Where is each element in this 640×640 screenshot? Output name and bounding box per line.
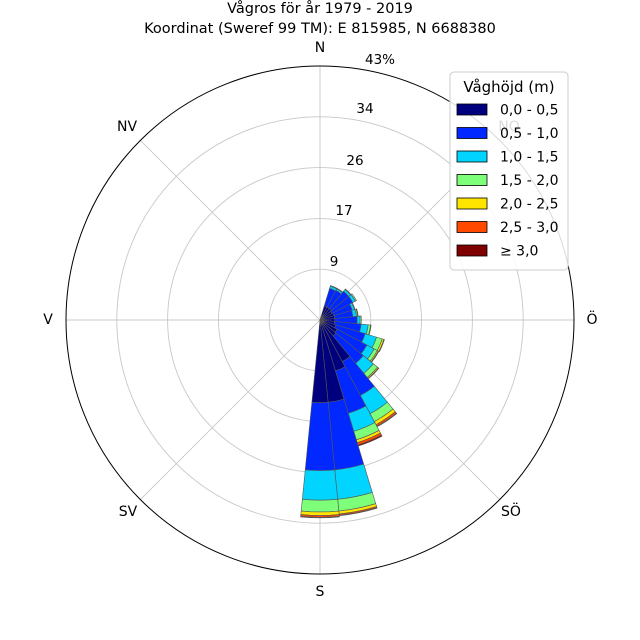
legend-swatch-3 (456, 174, 488, 186)
direction-label-sv: SV (119, 504, 138, 520)
legend-label-6: ≥ 3,0 (500, 244, 538, 260)
legend-swatch-5 (456, 221, 488, 233)
legend-label-3: 1,5 - 2,0 (500, 173, 558, 189)
grid-spoke-6 (140, 319, 321, 500)
ring-label-17: 17 (335, 203, 352, 219)
direction-label-n: N (315, 40, 325, 56)
direction-label-o: Ö (586, 310, 597, 328)
ring-label-26: 26 (346, 153, 363, 169)
direction-label-nv: NV (117, 119, 137, 135)
direction-label-so: SÖ (501, 502, 521, 520)
ring-label-9: 9 (330, 254, 339, 270)
direction-label-s: S (316, 584, 325, 600)
chart-title: Vågros för år 1979 - 2019 (227, 0, 413, 17)
ring-label-43: 43% (365, 52, 395, 68)
legend-swatch-2 (456, 150, 488, 163)
chart-subtitle: Koordinat (Sweref 99 TM): E 815985, N 66… (144, 21, 496, 37)
bar-sector-6-bin-2 (356, 315, 361, 325)
ring-label-34: 34 (356, 101, 373, 117)
legend-swatch-0 (456, 103, 488, 116)
bar-sector-3-bin-3 (350, 293, 357, 302)
direction-label-v: V (43, 312, 53, 328)
legend-label-5: 2,5 - 3,0 (500, 220, 558, 236)
bar-sector-8-bin-5 (378, 339, 385, 353)
legend-swatch-4 (456, 197, 488, 210)
legend-swatch-1 (456, 127, 488, 139)
polar-outer-frame (65, 65, 575, 575)
legend-label-1: 0,5 - 1,0 (500, 126, 558, 142)
legend: Våghöjd (m) 0,0 - 0,5 0,5 - 1,0 1,0 - 1,5 1… (449, 71, 569, 271)
rose-bars (300, 285, 398, 519)
legend-label-0: 0,0 - 0,5 (500, 103, 558, 119)
polar-grid (66, 66, 574, 574)
bar-sector-14-bin-2 (302, 469, 338, 501)
legend-label-2: 1,0 - 1,5 (500, 150, 558, 166)
legend-title: Våghöjd (m) (463, 78, 554, 96)
bar-sector-6-bin-3 (359, 315, 362, 325)
bar-sector-14-bin-3 (300, 498, 340, 513)
legend-label-4: 2,0 - 2,5 (500, 197, 558, 213)
legend-box (449, 71, 569, 271)
grid-spoke-8 (140, 140, 321, 321)
legend-swatch-6 (456, 244, 488, 257)
bar-sector-14-bin-6 (300, 516, 340, 519)
ring-labels: 9 17 26 34 43% (330, 52, 395, 270)
